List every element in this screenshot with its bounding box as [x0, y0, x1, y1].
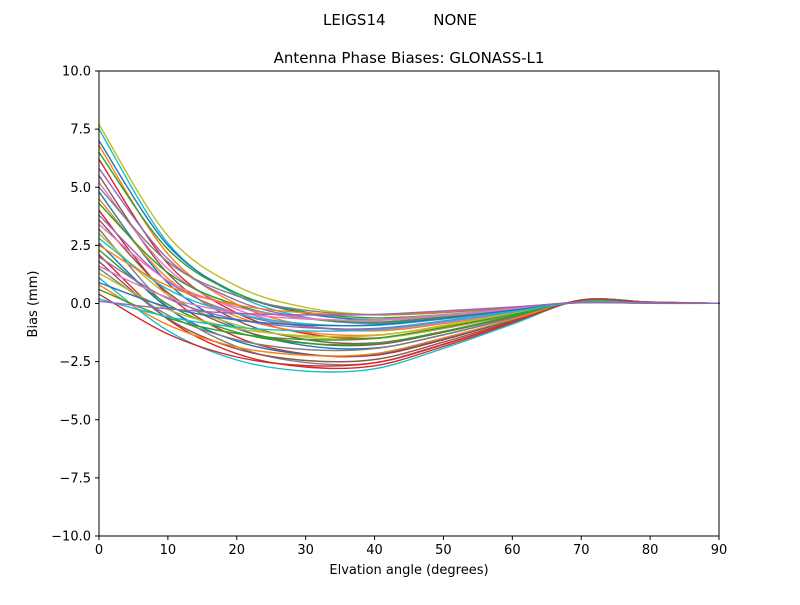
y-tick-label: −10.0 [51, 530, 91, 545]
chart-title: Antenna Phase Biases: GLONASS-L1 [274, 49, 545, 67]
y-tick-label: 7.5 [70, 123, 91, 138]
x-tick-label: 40 [366, 543, 383, 558]
x-tick-label: 50 [435, 543, 452, 558]
axes-frame: 0 10 20 30 40 50 60 70 80 90 −10.0 −7.5 −5.0 −2.5 0.0 2… [51, 65, 727, 559]
y-tick-label: 5.0 [70, 181, 91, 196]
series-line [98, 223, 720, 322]
y-tick-label: 2.5 [70, 239, 91, 254]
x-tick-label: 30 [297, 543, 314, 558]
x-tick-label: 90 [711, 543, 728, 558]
x-axis-label: Elvation angle (degrees) [329, 563, 488, 578]
figure-suptitle: LEIGS14 NONE [323, 11, 477, 29]
y-axis-label: Bias (mm) [26, 271, 41, 338]
x-tick-label: 60 [504, 543, 521, 558]
series-lines [98, 123, 720, 373]
x-tick-label: 70 [573, 543, 590, 558]
x-tick-label: 80 [642, 543, 659, 558]
series-line [98, 300, 720, 316]
y-tick-label: −7.5 [59, 471, 91, 486]
series-line [98, 158, 720, 340]
y-tick-label: 10.0 [62, 65, 91, 80]
x-tick-label: 20 [229, 543, 246, 558]
y-tick-label: −2.5 [59, 355, 91, 370]
y-tick-label: −5.0 [59, 413, 91, 428]
series-line [98, 293, 720, 367]
y-tick-label: 0.0 [70, 297, 91, 312]
x-tick-label: 0 [95, 543, 103, 558]
x-tick-label: 10 [160, 543, 177, 558]
series-line [98, 298, 720, 332]
